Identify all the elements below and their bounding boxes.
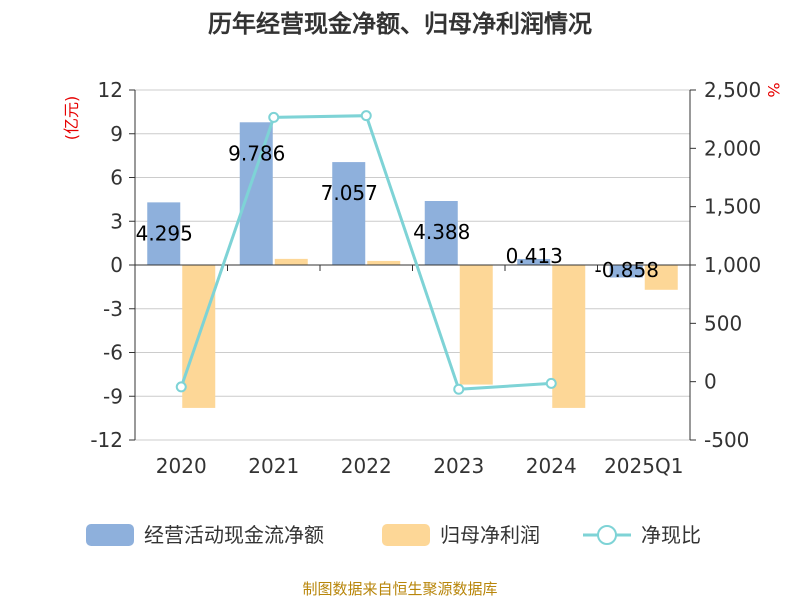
right-axis-tick-label: 1,500	[704, 195, 761, 219]
legend-label-net-cash-ratio: 净现比	[641, 523, 701, 547]
x-axis-category-label: 2025Q1	[604, 454, 683, 478]
right-axis-tick-label: 0	[704, 370, 717, 394]
left-axis-tick-label: -3	[103, 297, 123, 321]
bar-operating-cash-flow	[332, 162, 366, 265]
right-axis-tick-label: -500	[704, 428, 749, 452]
x-axis-category-label: 2020	[156, 454, 207, 478]
line-layer	[175, 110, 557, 395]
legend: 经营活动现金流净额 归母净利润 净现比	[86, 523, 701, 547]
bar-operating-cash-flow	[424, 201, 458, 265]
line-point-net-cash-ratio	[453, 383, 465, 395]
left-axis-tick-label: 12	[98, 78, 123, 102]
left-axis-tick-label: 9	[110, 122, 123, 146]
legend-label-operating-cash-flow: 经营活动现金流净额	[144, 523, 324, 547]
data-source-note: 制图数据来自恒生聚源数据库	[302, 580, 497, 598]
data-label-operating-cash-flow: 4.388	[413, 220, 470, 244]
line-point-net-cash-ratio	[360, 110, 372, 122]
bar-net-profit	[367, 260, 401, 265]
x-axis-category-label: 2022	[341, 454, 392, 478]
bar-net-profit	[459, 265, 493, 385]
chart-title: 历年经营现金净额、归母净利润情况	[208, 10, 592, 38]
right-axis-tick-label: 500	[704, 311, 742, 335]
right-axis-tick-label: 2,500	[704, 78, 761, 102]
x-axis-category-label: 2024	[526, 454, 577, 478]
right-axis-tick-label: 1,000	[704, 253, 761, 277]
left-axis-unit: (亿元)	[62, 96, 81, 141]
left-axis-tick-label: -9	[103, 384, 123, 408]
legend-marker-net-cash-ratio	[597, 525, 617, 545]
data-label-operating-cash-flow: 4.295	[136, 221, 193, 245]
left-axis-tick-label: 3	[110, 209, 123, 233]
bar-net-profit	[644, 265, 678, 290]
left-axis-tick-label: 0	[110, 253, 123, 277]
bar-operating-cash-flow	[609, 265, 643, 278]
data-label-operating-cash-flow: 7.057	[321, 181, 378, 205]
right-axis-unit: %	[764, 82, 783, 97]
data-label-operating-cash-flow: -0.858	[595, 258, 659, 282]
line-point-net-cash-ratio	[545, 377, 557, 389]
left-axis-tick-label: -12	[90, 428, 123, 452]
bar-operating-cash-flow	[147, 202, 181, 265]
data-label-operating-cash-flow: 9.786	[228, 141, 285, 165]
data-labels-layer: 4.295 9.786 7.057 4.388 0.413 -0.858	[136, 141, 659, 282]
right-axis-tick-label: 2,000	[704, 136, 761, 160]
legend-swatch-operating-cash-flow	[86, 524, 134, 546]
legend-label-net-profit: 归母净利润	[440, 523, 540, 547]
axes-layer: 12 9 6 3 0 -3 -6 -9 -12 2,500 2,000 1,500 1,000 500 0 -…	[90, 78, 761, 478]
left-axis-tick-label: -6	[103, 341, 123, 365]
x-axis-category-label: 2021	[248, 454, 299, 478]
left-axis-tick-label: 6	[110, 166, 123, 190]
line-point-net-cash-ratio	[268, 111, 280, 123]
line-point-net-cash-ratio	[175, 381, 187, 393]
bar-net-profit	[552, 265, 586, 408]
bar-operating-cash-flow	[239, 122, 273, 265]
data-label-operating-cash-flow: 0.413	[506, 244, 563, 268]
legend-swatch-net-profit	[382, 524, 430, 546]
bar-operating-cash-flow	[517, 258, 551, 265]
bar-net-profit	[274, 258, 308, 265]
x-axis-category-label: 2023	[433, 454, 484, 478]
